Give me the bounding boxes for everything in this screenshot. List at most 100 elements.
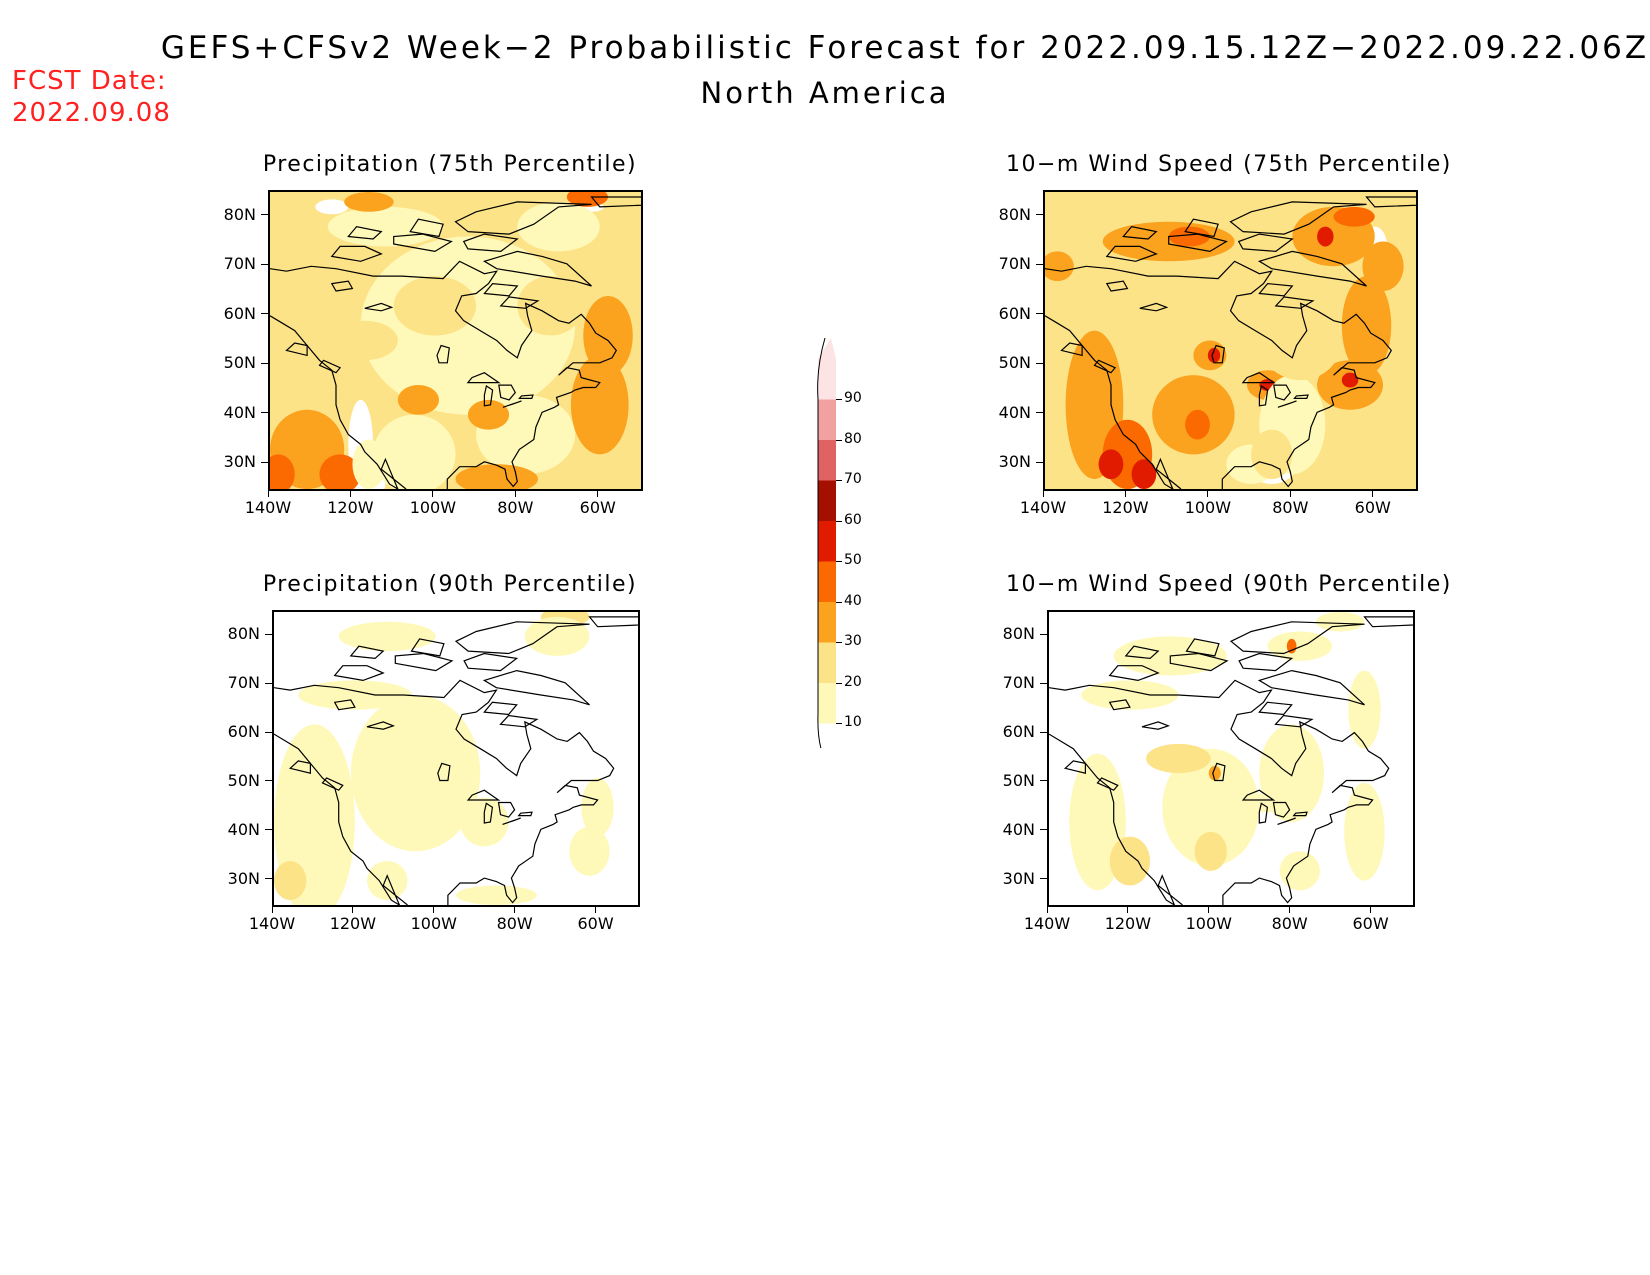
- island-outline: [499, 296, 540, 309]
- lat-tick: [261, 461, 268, 463]
- island-outline: [482, 669, 590, 706]
- lake-outline: [466, 372, 501, 384]
- panel-title-wind75: 10−m Wind Speed (75th Percentile): [1006, 152, 1452, 177]
- shade-region: [298, 680, 412, 710]
- colorbar-tick: [836, 601, 842, 603]
- island-outline: [1093, 359, 1117, 374]
- lat-tick: [1040, 780, 1047, 782]
- shade-region: [1098, 449, 1124, 480]
- colorbar-label: 80: [844, 430, 862, 447]
- lake-outline: [502, 817, 521, 825]
- lake-outline: [1141, 721, 1171, 730]
- lat-tick: [261, 263, 268, 265]
- map-canvas: [1045, 192, 1416, 489]
- lat-label: 60N: [227, 722, 260, 742]
- coastline-east: [1045, 260, 1393, 489]
- shade-region: [1045, 251, 1074, 282]
- lat-label: 40N: [998, 402, 1031, 422]
- lon-label: 100W: [410, 914, 457, 933]
- lat-tick: [265, 731, 272, 733]
- lat-tick: [1040, 829, 1047, 831]
- lat-label: 50N: [1002, 770, 1035, 790]
- region-subtitle: North America: [700, 76, 950, 110]
- island-outline: [1096, 777, 1119, 791]
- lon-label: 140W: [248, 914, 296, 933]
- lat-tick: [1036, 461, 1043, 463]
- lat-tick: [1036, 313, 1043, 315]
- lat-tick: [261, 214, 268, 216]
- island-outline: [1169, 652, 1229, 672]
- island-outline: [1122, 225, 1158, 240]
- island-outline: [321, 777, 344, 791]
- shade-region: [517, 276, 584, 336]
- lon-tick: [352, 907, 354, 913]
- lake-outline: [1277, 817, 1296, 825]
- lat-tick: [265, 682, 272, 684]
- lat-label: 70N: [1002, 673, 1035, 693]
- shade-region: [1185, 409, 1210, 440]
- shade-region: [393, 276, 477, 336]
- lat-tick: [1036, 263, 1043, 265]
- shade-region: [570, 355, 629, 455]
- lon-label: 80W: [1272, 498, 1309, 517]
- island-outline: [1238, 652, 1294, 672]
- shade-region: [1251, 429, 1293, 480]
- island-outline: [482, 250, 592, 287]
- island-outline: [1184, 218, 1219, 238]
- lat-label: 70N: [998, 254, 1031, 274]
- shade-region: [1146, 743, 1211, 774]
- island-outline: [1257, 669, 1365, 706]
- map-canvas: [1049, 612, 1413, 905]
- colorbar-swatch: [818, 399, 836, 440]
- island-outline: [393, 233, 453, 253]
- colorbar-label: 60: [844, 511, 862, 528]
- island-outline: [330, 245, 383, 262]
- lake-outline: [1258, 385, 1269, 407]
- coastline-east: [270, 260, 618, 489]
- colorbar-swatch: [818, 561, 836, 602]
- lat-tick: [1040, 682, 1047, 684]
- island-outline: [318, 359, 342, 374]
- lake-outline: [483, 385, 494, 407]
- lake-outline: [1258, 802, 1269, 824]
- shade-region: [352, 439, 386, 489]
- lat-label: 80N: [227, 624, 260, 644]
- island-outline: [1365, 196, 1416, 208]
- lon-tick: [1124, 491, 1126, 497]
- lake-outline: [1277, 400, 1297, 408]
- lat-tick: [265, 829, 272, 831]
- colorbar-label: 20: [844, 673, 862, 690]
- lon-label: 120W: [329, 914, 377, 933]
- colorbar-label: 70: [844, 471, 862, 487]
- lat-tick: [265, 878, 272, 880]
- map-wind-90th: [1047, 610, 1415, 907]
- lat-label: 30N: [998, 452, 1031, 472]
- island-outline: [410, 638, 445, 657]
- shade-region: [1341, 372, 1359, 388]
- lon-tick: [514, 907, 516, 913]
- lake-outline: [333, 699, 356, 711]
- lake-outline: [364, 302, 394, 312]
- shade-region: [350, 695, 481, 852]
- shade-region: [331, 320, 398, 361]
- lat-label: 40N: [223, 402, 256, 422]
- colorbar-swatch: [818, 642, 836, 683]
- lon-label: 140W: [244, 498, 292, 517]
- lake-outline: [1212, 762, 1226, 782]
- island-outline: [1229, 201, 1367, 235]
- shade-region: [566, 192, 609, 207]
- shade-region: [1317, 226, 1334, 247]
- lake-outline: [1273, 384, 1292, 401]
- lon-tick: [1208, 907, 1210, 913]
- lon-label: 140W: [1023, 914, 1071, 933]
- lat-tick: [261, 313, 268, 315]
- lat-label: 60N: [1002, 722, 1035, 742]
- colorbar-label: 10: [844, 714, 862, 730]
- colorbar-swatch: [818, 602, 836, 643]
- shade-region: [1081, 680, 1179, 710]
- island-outline: [1237, 233, 1294, 253]
- lake-outline: [1108, 699, 1131, 711]
- shade-region: [1207, 347, 1221, 363]
- island-outline: [1124, 645, 1160, 660]
- island-outline: [1105, 245, 1158, 262]
